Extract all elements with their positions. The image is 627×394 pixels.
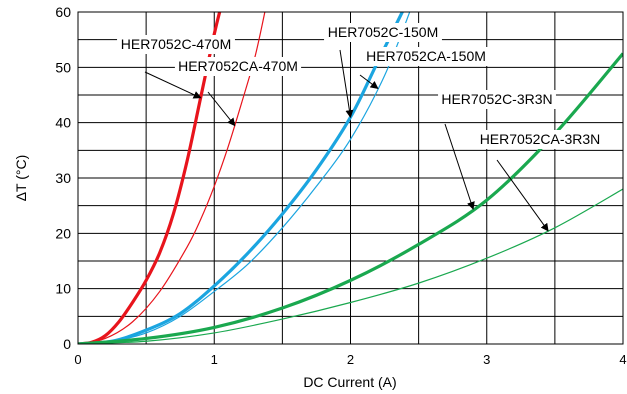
- annotation-label-background: [117, 35, 235, 54]
- x-tick-labels: 0 1 2 3 4: [74, 352, 626, 367]
- y-tick-label: 0: [63, 336, 71, 352]
- y-tick-label: 50: [55, 59, 71, 75]
- annotation-label-background: [324, 23, 442, 42]
- annotation-arrow: [207, 91, 236, 127]
- x-tick-label: 2: [347, 352, 354, 367]
- y-tick-label: 30: [55, 170, 71, 186]
- series-line-her7052ca-150m: [78, 12, 411, 344]
- x-tick-label: 1: [211, 352, 218, 367]
- annotation-label: HER7052C-150M: [328, 24, 439, 40]
- x-tick-label: 0: [74, 352, 81, 367]
- annotation-label-background: [362, 47, 490, 66]
- annotation-label: HER7052CA-150M: [366, 48, 486, 64]
- annotation-arrow: [444, 123, 475, 210]
- annotation-arrow: [359, 74, 379, 89]
- annotation-label-background: [476, 130, 604, 149]
- y-tick-label: 20: [55, 225, 71, 241]
- series-line-her7052c-150m: [78, 12, 405, 344]
- plot-frame: [77, 11, 624, 345]
- series-line-her7052ca-470m: [78, 12, 266, 344]
- annotation-label-background: [174, 57, 302, 76]
- annotation-label-background: [438, 90, 556, 109]
- annotation-arrow: [339, 49, 354, 119]
- annotation-label: HER7052C-470M: [121, 36, 232, 52]
- annotation-arrow: [144, 71, 202, 99]
- annotation-label: HER7052CA-3R3N: [480, 131, 601, 147]
- y-tick-label: 40: [55, 115, 71, 131]
- y-tick-label: 10: [55, 281, 71, 297]
- series-line-her7052ca-3r3n: [78, 188, 623, 344]
- annotation-label: HER7052C-3R3N: [441, 91, 552, 107]
- annotation-label: HER7052CA-470M: [178, 58, 298, 74]
- annotations: HER7052C-470M HER7052CA-470M HER7052C-150M…: [117, 23, 604, 232]
- series-line-her7052c-470m: [78, 12, 222, 344]
- annotation-arrow: [496, 159, 549, 232]
- x-axis-label: DC Current (A): [303, 374, 396, 390]
- y-tick-label: 60: [55, 4, 71, 20]
- y-tick-labels: 0 10 20 30 40 50 60: [55, 4, 71, 352]
- series-layer: [78, 12, 623, 344]
- x-tick-label: 3: [483, 352, 490, 367]
- x-tick-label: 4: [619, 352, 626, 367]
- y-axis-label: ΔT (°C): [13, 155, 29, 202]
